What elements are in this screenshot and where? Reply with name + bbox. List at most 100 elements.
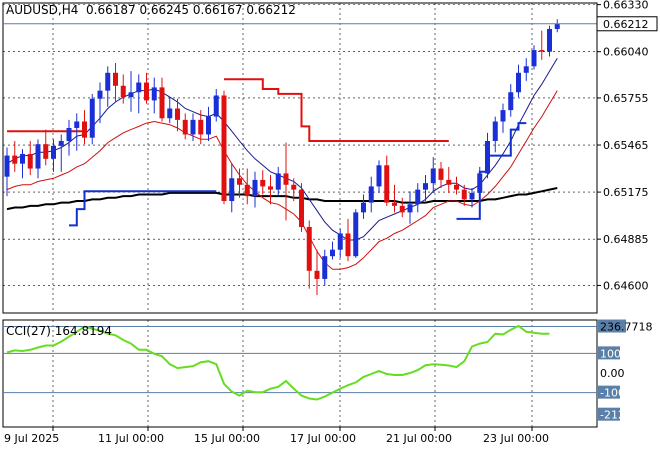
candle-body [438, 168, 444, 180]
candle-body [229, 178, 235, 202]
candle-body [136, 82, 142, 93]
candle-body [423, 183, 428, 190]
cci-level-box [598, 407, 620, 421]
red-average-line [6, 90, 558, 270]
candle-body [159, 87, 165, 119]
candle-body [275, 173, 281, 190]
red-step-line-b [224, 78, 449, 142]
candle-body [43, 144, 49, 159]
candle-body [221, 95, 227, 202]
cci-line [6, 324, 550, 401]
candle-body [190, 119, 196, 135]
cci-level-label: 236.7718 [600, 321, 653, 334]
candle-body [485, 140, 490, 174]
current-price-box [596, 16, 658, 32]
candle-body [182, 119, 188, 135]
time-tick-label: 21 Jul 00:00 [386, 432, 452, 445]
price-tick-label: 0.66040 [603, 46, 649, 59]
price-tick-label: 0.66330 [603, 0, 649, 12]
candle-body [461, 189, 467, 200]
candle-body [454, 184, 459, 190]
price-tick-label: 0.64600 [603, 279, 649, 292]
candle-body [128, 92, 134, 98]
candle-body [97, 90, 103, 99]
candle-body [477, 173, 483, 193]
cci-level-box [598, 385, 620, 399]
candle-body [151, 87, 157, 101]
candle-body [508, 92, 514, 111]
candle-body [175, 108, 180, 120]
cci-level-box [598, 319, 626, 333]
symbol-label: AUDUSD,H4 [6, 3, 79, 17]
candle-body [12, 155, 18, 164]
black-moving-average-line [6, 187, 558, 211]
candle-body [58, 140, 64, 146]
candle-body [330, 249, 335, 257]
time-tick-label: 9 Jul 2025 [4, 432, 59, 445]
cci-level-label: 100 [600, 347, 621, 360]
candle-body [113, 72, 118, 86]
candle-body [399, 205, 405, 213]
candle-body [322, 256, 328, 279]
indicator-panel-frame [2, 319, 598, 428]
time-tick-label: 11 Jul 00:00 [98, 432, 164, 445]
candle-body [144, 82, 149, 101]
candle-body [237, 178, 242, 185]
candle-body [554, 24, 560, 29]
candle-body [415, 189, 421, 205]
candle-body [516, 72, 521, 93]
candle-body [337, 233, 343, 250]
time-tick-label: 15 Jul 00:00 [194, 432, 260, 445]
time-tick-label: 17 Jul 00:00 [290, 432, 356, 445]
candle-body [260, 179, 266, 187]
price-tick-label: 0.64885 [603, 233, 649, 246]
candle-body [314, 270, 320, 279]
navy-average-line [6, 57, 558, 241]
candle-body [51, 145, 56, 159]
cci-level-label: -212.249 [600, 409, 649, 422]
ohlc-values: 0.66187 0.66245 0.66167 0.66212 [86, 3, 296, 17]
candle-body [167, 108, 173, 119]
candle-body [20, 153, 25, 164]
candle-body [283, 173, 289, 185]
candle-body [523, 66, 529, 73]
candle-body [384, 165, 390, 203]
price-tick-label: 0.65175 [603, 186, 649, 199]
cci-level-label: 0.00 [600, 367, 625, 380]
candle-body [291, 184, 297, 190]
price-tick-label: 0.65465 [603, 139, 649, 152]
time-tick-label: 23 Jul 00:00 [483, 432, 549, 445]
candle-body [198, 119, 204, 135]
candle-body [539, 50, 545, 52]
price-panel-frame [2, 2, 598, 314]
cci-level-label: -100 [600, 387, 625, 400]
candle-body [376, 165, 382, 187]
candle-body [361, 202, 366, 213]
cci-level-box [598, 346, 620, 360]
candle-body [268, 186, 273, 190]
candle-body [299, 189, 304, 227]
candle-body [27, 153, 33, 169]
current-price-label: 0.66212 [603, 18, 649, 31]
candle-body [469, 192, 475, 200]
candle-body [74, 121, 80, 128]
candle-body [392, 202, 397, 206]
candle-body [345, 233, 351, 257]
blue-step-line-a [69, 190, 217, 227]
candle-body [531, 50, 537, 67]
candle-body [492, 121, 498, 141]
candle-body [35, 144, 41, 169]
candle-body [306, 226, 312, 271]
candle-body [368, 186, 374, 203]
candle-body [206, 116, 211, 135]
candle-body [446, 179, 452, 185]
candle-body [120, 85, 126, 98]
candle-body [353, 212, 359, 257]
candle-body [547, 28, 552, 52]
candle-body [407, 204, 413, 213]
candle-body [252, 179, 258, 197]
price-tick-label: 0.65755 [603, 92, 649, 105]
cci-header: CCI(27) 164.8194 [6, 324, 113, 338]
candle-body [66, 127, 72, 141]
